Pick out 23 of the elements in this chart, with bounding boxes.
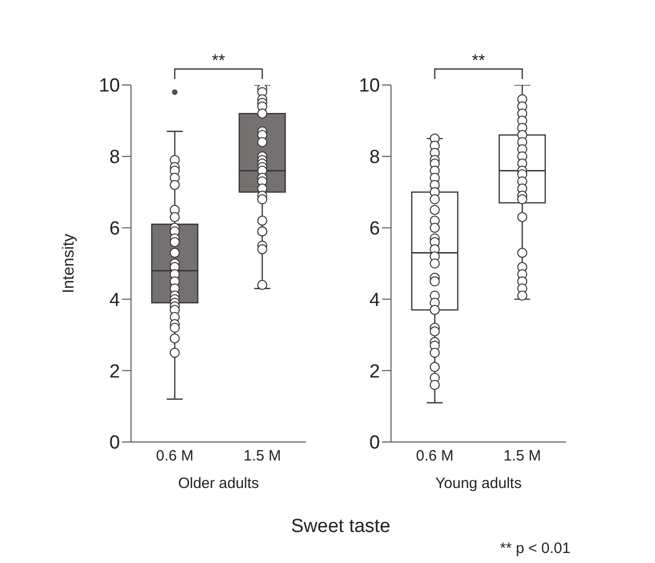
x-axis-title: Young adults — [435, 475, 522, 492]
y-tick-label: 8 — [369, 147, 380, 168]
text: ** p < 0.01 — [500, 540, 570, 557]
x-tick-label: 0.6 M — [156, 448, 194, 465]
y-tick-label: 2 — [369, 361, 380, 382]
y-axis-title: Intensity — [60, 234, 78, 294]
x-tick-label: 1.5 M — [243, 448, 282, 465]
y-tick-label: 10 — [98, 76, 120, 97]
y-tick-label: 0 — [109, 432, 120, 454]
text: Sweet taste — [291, 516, 390, 538]
text: ** — [472, 51, 486, 70]
x-axis-title: Older adults — [178, 475, 259, 492]
y-tick-label: 10 — [358, 76, 380, 97]
y-tick-label: 4 — [109, 290, 120, 311]
y-tick-label: 6 — [369, 218, 380, 240]
x-tick-label: 1.5 M — [503, 448, 542, 465]
y-tick-label: 0 — [369, 432, 380, 454]
y-tick-label: 8 — [109, 147, 120, 168]
x-tick-label: 0.6 M — [416, 448, 454, 465]
y-tick-label: 2 — [109, 361, 120, 382]
y-tick-label: 4 — [369, 290, 380, 311]
y-tick-label: 6 — [109, 218, 120, 240]
text: ** — [212, 51, 226, 70]
